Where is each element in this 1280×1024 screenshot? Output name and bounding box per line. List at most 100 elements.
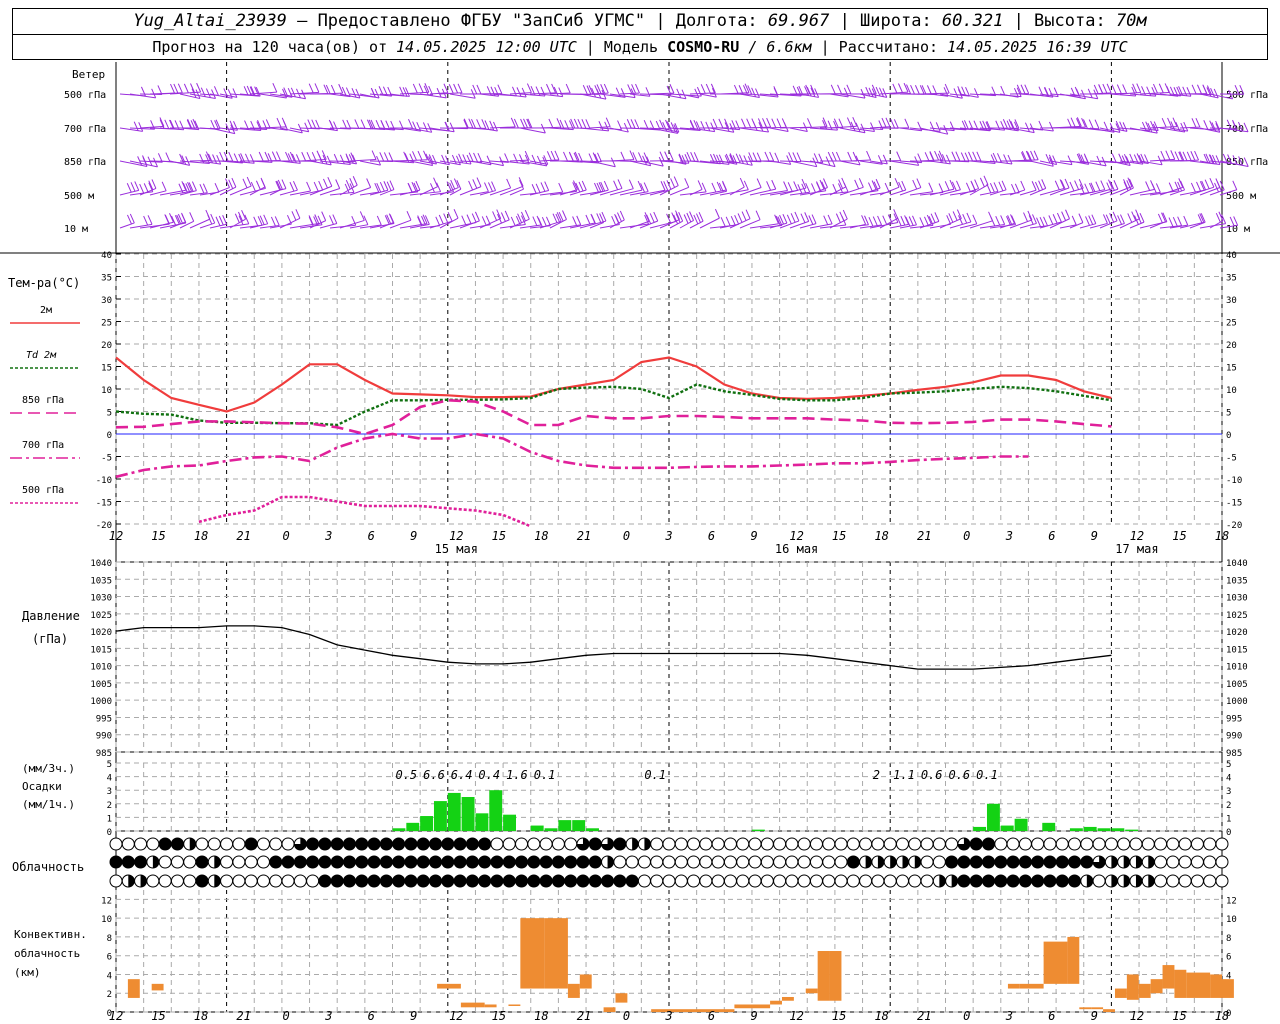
- wind-barb-flag: [289, 151, 295, 162]
- precip-bar: [1069, 828, 1083, 831]
- wind-barb-flag: [441, 154, 447, 165]
- wind-barb-flag: [659, 151, 665, 161]
- temp-tick-left: 0: [107, 431, 112, 441]
- wind-barb-flag: [673, 176, 679, 186]
- wind-barb: [839, 93, 866, 99]
- wind-barb-flag: [562, 210, 567, 220]
- wind-barb-flag: [932, 85, 938, 95]
- wind-barb-flag: [779, 214, 785, 225]
- wind-barb-flag: [254, 86, 260, 96]
- wind-barb: [679, 93, 699, 99]
- wind-barb: [889, 160, 919, 166]
- cloud-fill: [865, 856, 872, 868]
- wind-barb-flag: [214, 120, 220, 130]
- wind-barb-flag: [735, 153, 741, 163]
- wind-barb: [789, 220, 809, 229]
- wind-barb: [359, 93, 380, 99]
- wind-barb-flag: [729, 154, 735, 164]
- wind-barb: [1019, 159, 1039, 162]
- wind-barb-flag: [716, 154, 721, 165]
- conv-bar: [1091, 1007, 1104, 1010]
- cloud-symbol: [687, 837, 701, 851]
- wind-barb-flag: [238, 211, 243, 222]
- wind-barb-flag: [463, 118, 469, 128]
- wind-barb: [939, 189, 961, 196]
- wind-barb: [649, 189, 668, 196]
- conv-bar: [651, 1009, 735, 1012]
- wind-barb: [569, 160, 599, 164]
- header-row-2: Прогноз на 120 часа(ов) от 14.05.2025 12…: [13, 34, 1267, 60]
- wind-barb: [209, 127, 235, 135]
- wind-barb-flag: [386, 181, 392, 191]
- cloud-symbol: [1166, 874, 1180, 888]
- wind-barb-flag: [659, 119, 665, 130]
- conv-bar: [770, 1000, 782, 1005]
- cloud-symbol: [662, 837, 676, 851]
- wind-barb-flag: [170, 83, 175, 94]
- wind-barb: [769, 93, 802, 97]
- wind-barb-flag: [1109, 213, 1115, 223]
- wind-barb-flag: [737, 213, 743, 223]
- wind-barb-flag: [456, 180, 462, 190]
- wind-barb: [519, 127, 546, 134]
- wind-barb-flag: [1161, 117, 1167, 128]
- wind-barb-flag: [816, 181, 821, 191]
- wind-barb-flag: [258, 151, 264, 162]
- temp-tick-right: -20: [1226, 521, 1242, 531]
- wind-barb: [989, 160, 1013, 165]
- wind-barb-flag: [563, 151, 568, 162]
- wind-barb: [1149, 221, 1166, 229]
- cloud-fill: [152, 856, 159, 868]
- wind-barb-flag: [177, 213, 183, 224]
- wind-barb-flag: [366, 178, 372, 188]
- wind-barb: [539, 191, 563, 196]
- wind-barb-flag: [766, 181, 772, 191]
- wind-barb-flag: [643, 120, 649, 130]
- temp-tick-right: 20: [1226, 341, 1237, 351]
- wind-barb-flag: [1141, 121, 1147, 132]
- hour-tick: 12: [449, 529, 463, 543]
- wind-barb: [769, 222, 788, 229]
- cloud-fill: [1086, 875, 1093, 888]
- cloud-symbol: [367, 837, 381, 851]
- wind-barb-flag: [635, 83, 640, 94]
- cloud-symbol: [564, 874, 578, 888]
- cloud-symbol: [256, 837, 270, 851]
- wind-barb-flag: [846, 117, 852, 127]
- wind-barb-flag: [1102, 83, 1108, 94]
- conv-tick-right: 6: [1226, 953, 1231, 963]
- wind-barb-flag: [774, 214, 780, 224]
- cloud-symbol: [527, 837, 541, 851]
- wind-barb-flag: [412, 83, 418, 94]
- wind-barb-flag: [823, 215, 829, 225]
- cloud-symbol: [109, 837, 123, 851]
- wind-barb-flag: [948, 213, 954, 223]
- wind-barb-flag: [588, 85, 594, 95]
- wind-barb-flag: [352, 154, 358, 165]
- wind-barb-flag: [535, 86, 541, 96]
- wind-barb: [1059, 224, 1077, 229]
- wind-barb-flag: [882, 154, 888, 165]
- cloud-fill: [877, 856, 884, 868]
- cloud-symbol: [564, 837, 578, 851]
- wind-barb-flag: [308, 216, 314, 227]
- wind-barb-flag: [264, 151, 270, 162]
- wind-barb-flag: [1008, 119, 1014, 129]
- wind-barb-flag: [1215, 213, 1221, 223]
- hour-tick: 18: [194, 529, 208, 543]
- wind-barb: [639, 220, 658, 229]
- wind-barb-flag: [385, 120, 391, 130]
- cloud-symbol: [908, 874, 922, 888]
- cloud-fill: [607, 856, 614, 868]
- wind-barb-flag: [536, 155, 542, 166]
- wind-barb-flag: [519, 179, 525, 190]
- wind-barb-flag: [596, 213, 602, 223]
- wind-barb-flag: [1125, 156, 1131, 166]
- legend-label: 2м: [40, 305, 52, 316]
- cloud-symbol: [1203, 874, 1217, 888]
- wind-barb-flag: [658, 156, 664, 167]
- hour-tick-bottom: 9: [1091, 1009, 1098, 1023]
- wind-barb: [659, 185, 679, 196]
- precip-tick-right: 4: [1226, 774, 1231, 784]
- wind-barb: [479, 218, 501, 229]
